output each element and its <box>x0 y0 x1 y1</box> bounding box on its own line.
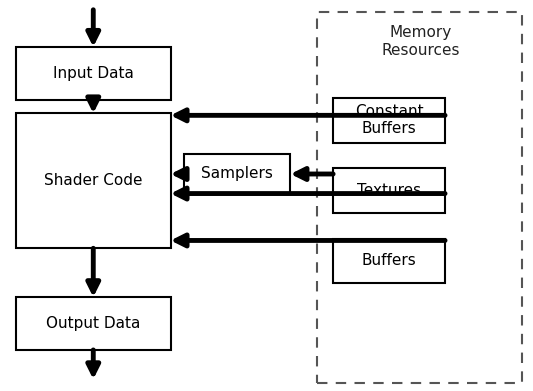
Bar <box>317 12 522 383</box>
Text: Buffers: Buffers <box>362 253 416 269</box>
Bar <box>333 239 445 283</box>
Bar <box>333 168 445 213</box>
Bar <box>16 113 171 248</box>
Bar <box>333 98 445 143</box>
Bar <box>184 154 290 194</box>
Text: Constant
Buffers: Constant Buffers <box>355 104 423 136</box>
Text: Memory
Resources: Memory Resources <box>382 25 461 58</box>
Text: Output Data: Output Data <box>46 316 141 331</box>
Text: Input Data: Input Data <box>53 66 134 81</box>
Bar <box>16 47 171 100</box>
Bar <box>16 297 171 350</box>
Text: Textures: Textures <box>357 183 421 198</box>
Text: Shader Code: Shader Code <box>44 173 142 188</box>
Text: Samplers: Samplers <box>201 167 273 181</box>
